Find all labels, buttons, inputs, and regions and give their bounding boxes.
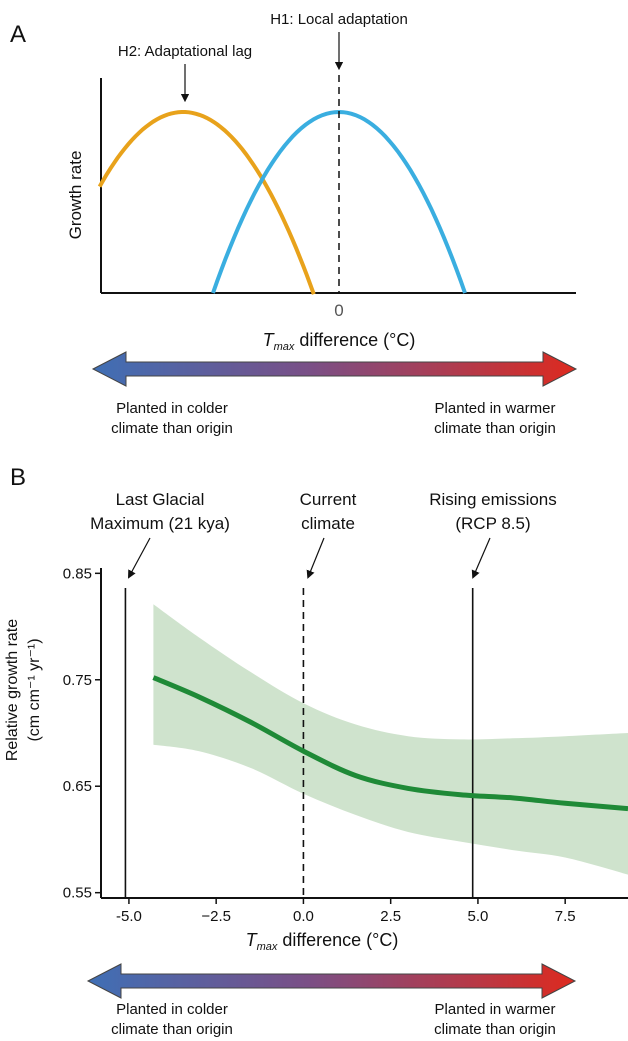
panel-b-letter: B <box>10 464 26 491</box>
current-label-2: climate <box>301 514 355 533</box>
x-tick-label: 0.0 <box>293 908 314 925</box>
panel-a: A 0 Growth rate Tmax difference (°C) H1:… <box>10 11 578 437</box>
panel-b-right-caption-1: Planted in warmer <box>435 1001 556 1018</box>
panel-a-ylabel: Growth rate <box>66 151 85 240</box>
panel-a-xlabel-sub: max <box>274 341 295 353</box>
rcp-label-1: Rising emissions <box>429 490 557 509</box>
panel-b-xlabel-sub: max <box>257 941 278 953</box>
x-tick-label: 7.5 <box>555 908 576 925</box>
panel-a-left-caption-1: Planted in colder <box>116 400 228 417</box>
h2-curve <box>97 110 316 295</box>
rcp-label-2: (RCP 8.5) <box>455 514 530 533</box>
panel-b-left-caption-1: Planted in colder <box>116 1001 228 1018</box>
y-tick-label: 0.65 <box>63 778 92 795</box>
panel-a-xlabel-rest: difference (°C) <box>294 330 415 350</box>
panel-b: B Last Glacial Maximum (21 kya) Current … <box>4 464 628 1038</box>
rcp-arrow <box>471 537 491 579</box>
panel-b-plot: 0.55 0.65 0.75 0.85 -5.0 −2.5 0.0 2.5 5.0 7.5 <box>63 565 628 925</box>
panel-b-right-caption-2: climate than origin <box>434 1021 556 1038</box>
fitted-growth-line <box>152 675 628 812</box>
panel-b-xlabel-t: T <box>246 930 259 950</box>
lgm-arrow <box>128 537 151 579</box>
panel-a-right-caption-1: Planted in warmer <box>435 400 556 417</box>
lgm-label-1: Last Glacial <box>116 490 205 509</box>
panel-b-left-caption-2: climate than origin <box>111 1021 233 1038</box>
current-arrow <box>306 537 325 579</box>
confidence-ribbon <box>153 604 628 875</box>
y-tick-label: 0.55 <box>63 885 92 902</box>
panel-b-gradient-arrow <box>86 963 577 999</box>
panel-a-xlabel: Tmax difference (°C) <box>263 330 416 353</box>
h1-annotation: H1: Local adaptation <box>270 11 408 28</box>
current-label-1: Current <box>300 490 357 509</box>
panel-a-right-caption-2: climate than origin <box>434 420 556 437</box>
x-tick-label: −2.5 <box>201 908 231 925</box>
h2-annotation: H2: Adaptational lag <box>118 43 252 60</box>
panel-a-gradient-arrow <box>91 351 578 387</box>
panel-b-ylabel-1: Relative growth rate <box>4 619 21 761</box>
panel-b-ylabel-2: (cm cm⁻¹ yr⁻¹) <box>26 638 43 741</box>
x-tick-label: -5.0 <box>116 908 142 925</box>
panel-b-xlabel-rest: difference (°C) <box>277 930 398 950</box>
x-tick-label: 5.0 <box>467 908 488 925</box>
panel-a-letter: A <box>10 21 26 48</box>
panel-a-left-caption-2: climate than origin <box>111 420 233 437</box>
lgm-label-2: Maximum (21 kya) <box>90 514 230 533</box>
panel-a-xlabel-t: T <box>263 330 276 350</box>
y-tick-label: 0.85 <box>63 565 92 582</box>
y-tick-label: 0.75 <box>63 672 92 689</box>
x-tick-label: 2.5 <box>380 908 401 925</box>
panel-b-xlabel: Tmax difference (°C) <box>246 930 399 953</box>
panel-a-zero-tick-label: 0 <box>334 301 343 320</box>
